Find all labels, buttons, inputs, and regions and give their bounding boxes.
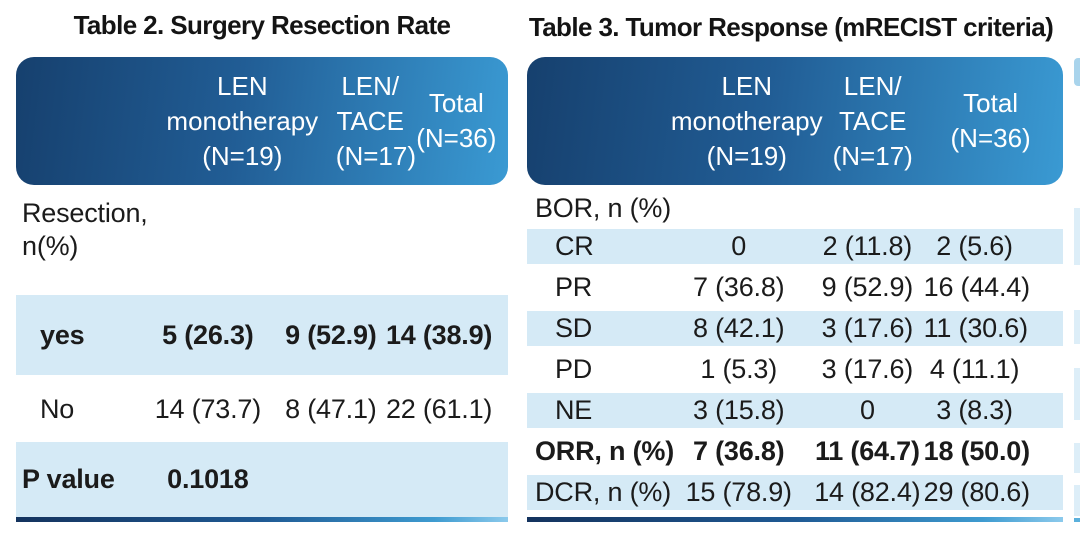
table2-row-no: No 14 (73.7) 8 (47.1) 22 (61.1)	[16, 381, 508, 437]
cell-len-tace: 8 (47.1)	[285, 393, 377, 424]
cell-pvalue: 0.1018	[167, 464, 249, 494]
table2-bottom-rule	[16, 517, 508, 522]
cell-len-tace: 9 (52.9)	[285, 319, 377, 350]
table2-header-len-tace: LEN/ TACE (N=17)	[335, 70, 416, 171]
cell-len-tace: 14 (82.4)	[814, 477, 921, 507]
cell-len-tace: 3 (17.6)	[821, 354, 914, 384]
cell-len-monotherapy: 1 (5.3)	[700, 354, 778, 384]
table3-header-len-tace: LEN/ TACE (N=17)	[832, 70, 913, 171]
cell-len-monotherapy: 0	[731, 231, 747, 261]
row-label: Resection, n(%)	[22, 198, 148, 261]
table3-row-bor: BOR, n (%)	[527, 190, 1063, 226]
table2-header-total: Total (N=36)	[416, 88, 497, 153]
cell-len-tace: 2 (11.8)	[822, 231, 913, 261]
row-label: No	[40, 393, 75, 424]
table3-header-len-monotherapy: LEN monotherapy (N=19)	[670, 70, 823, 171]
row-label: NE	[555, 395, 593, 425]
table3-body: BOR, n (%) CR 0 2 (11.8) 2 (5.6) PR 7 (3…	[527, 190, 1063, 513]
row-label: CR	[555, 231, 594, 261]
cell-total: 29 (80.6)	[923, 477, 1030, 507]
table3-row-cr: CR 0 2 (11.8) 2 (5.6)	[527, 226, 1063, 267]
cropped-rule-sliver	[1074, 518, 1080, 522]
cell-len-monotherapy: 15 (78.9)	[685, 477, 792, 507]
table2-row-yes: yes 5 (26.3) 9 (52.9) 14 (38.9)	[16, 295, 508, 375]
cropped-stripe-sliver	[1074, 368, 1080, 420]
row-label: SD	[555, 313, 593, 343]
cropped-stripe-sliver	[1074, 443, 1080, 473]
cropped-stripe-sliver	[1074, 208, 1080, 265]
cell-len-monotherapy: 7 (36.8)	[692, 272, 785, 302]
cell-total: 14 (38.9)	[385, 319, 493, 350]
cell-total: 4 (11.1)	[929, 354, 1020, 384]
row-label: ORR, n (%)	[535, 436, 674, 466]
cell-total: 22 (61.1)	[385, 393, 493, 424]
row-label: PR	[555, 272, 593, 302]
table2-row-pvalue: P value 0.1018	[16, 442, 508, 517]
row-label: P value	[22, 464, 115, 494]
cell-total: 3 (8.3)	[936, 395, 1013, 425]
table2-header-len-monotherapy: LEN monotherapy (N=19)	[166, 70, 319, 171]
cell-len-monotherapy: 3 (15.8)	[692, 395, 785, 425]
cell-len-monotherapy: 7 (36.8)	[692, 436, 785, 466]
row-label: BOR, n (%)	[535, 192, 672, 223]
cell-total: 11 (30.6)	[923, 313, 1028, 343]
table3-row-pd: PD 1 (5.3) 3 (17.6) 4 (11.1)	[527, 349, 1063, 390]
table3-row-ne: NE 3 (15.8) 0 3 (8.3)	[527, 390, 1063, 431]
row-label: yes	[40, 319, 85, 350]
cell-total: 18 (50.0)	[923, 436, 1030, 466]
table3-header-row: LEN monotherapy (N=19) LEN/ TACE (N=17) …	[527, 57, 1063, 185]
table2-header-row: LEN monotherapy (N=19) LEN/ TACE (N=17) …	[16, 57, 508, 185]
table3-row-sd: SD 8 (42.1) 3 (17.6) 11 (30.6)	[527, 308, 1063, 349]
cell-len-tace: 11 (64.7)	[814, 436, 920, 466]
table2-title: Table 2. Surgery Resection Rate	[73, 10, 451, 40]
table3-title: Table 3. Tumor Response (mRECIST criteri…	[528, 12, 1054, 42]
cell-len-tace: 9 (52.9)	[821, 272, 914, 302]
cell-len-monotherapy: 14 (73.7)	[154, 393, 262, 424]
table3-row-pr: PR 7 (36.8) 9 (52.9) 16 (44.4)	[527, 267, 1063, 308]
cell-len-monotherapy: 8 (42.1)	[692, 313, 785, 343]
table2-row-resection: Resection, n(%)	[16, 190, 508, 270]
cell-total: 16 (44.4)	[923, 272, 1030, 302]
row-label: PD	[555, 354, 593, 384]
cell-total: 2 (5.6)	[936, 231, 1013, 261]
table3-row-orr: ORR, n (%) 7 (36.8) 11 (64.7) 18 (50.0)	[527, 431, 1063, 472]
table3-bottom-rule	[527, 517, 1063, 522]
cropped-header-sliver	[1074, 58, 1080, 86]
cropped-stripe-sliver	[1074, 310, 1080, 344]
cell-len-tace: 3 (17.6)	[821, 313, 914, 343]
cell-len-tace: 0	[859, 395, 875, 425]
cell-len-monotherapy: 5 (26.3)	[162, 319, 254, 350]
cropped-stripe-sliver	[1074, 485, 1080, 516]
row-label: DCR, n (%)	[535, 477, 672, 507]
table3-row-dcr: DCR, n (%) 15 (78.9) 14 (82.4) 29 (80.6)	[527, 472, 1063, 513]
table3-header-total: Total (N=36)	[950, 88, 1031, 153]
